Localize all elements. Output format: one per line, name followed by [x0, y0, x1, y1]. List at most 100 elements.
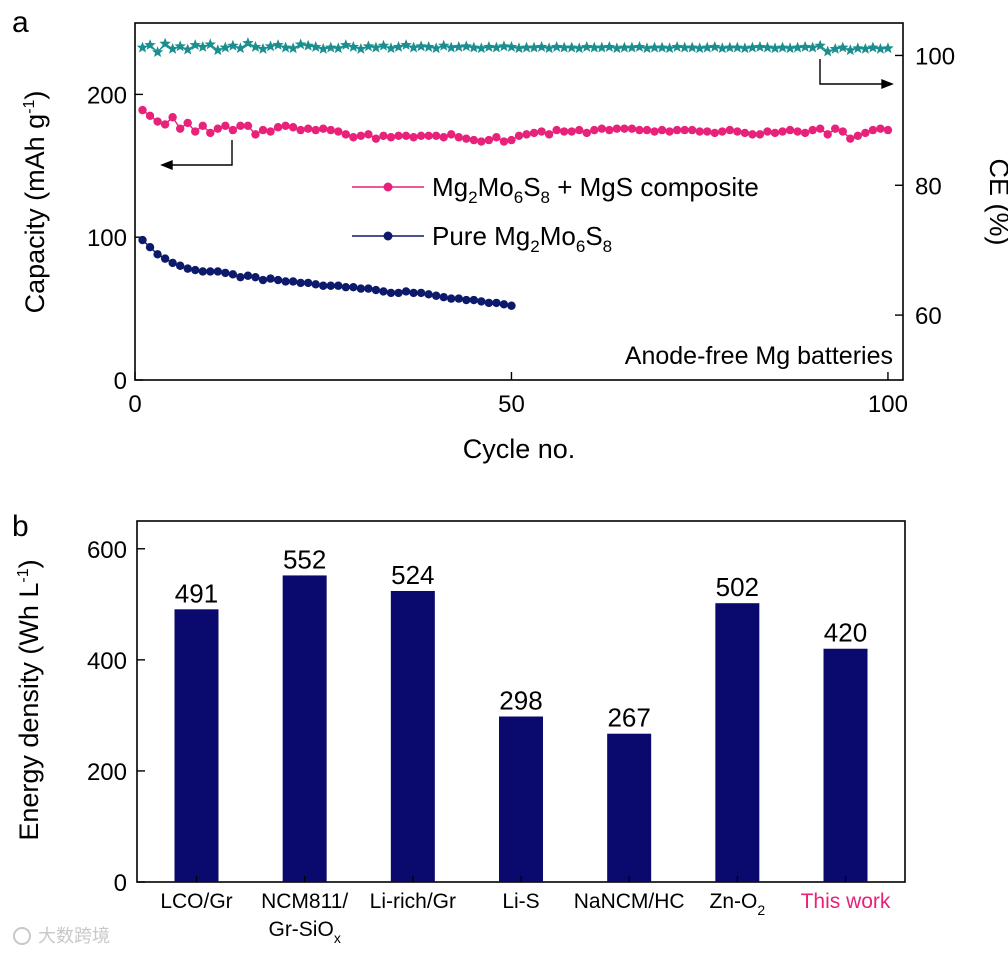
capacity-point-1: [281, 277, 290, 286]
ce-point: [400, 39, 412, 50]
ce-point: [588, 41, 600, 53]
bar-value-label: 502: [716, 572, 759, 602]
capacity-point-1: [251, 272, 260, 282]
chart-a-y2tick-label: 60: [915, 303, 942, 330]
capacity-point-0: [273, 123, 283, 132]
capacity-point-1: [439, 292, 448, 302]
ce-point: [234, 42, 247, 54]
capacity-point-0: [605, 125, 614, 135]
category-label: LCO/Gr: [160, 890, 232, 913]
ce-point: [370, 41, 382, 53]
capacity-point-1: [431, 291, 441, 300]
capacity-point-0: [823, 130, 832, 139]
ce-point: [867, 41, 879, 53]
ce-point: [724, 41, 736, 53]
capacity-point-1: [243, 271, 253, 280]
capacity-point-0: [281, 121, 290, 131]
ce-point: [686, 41, 698, 53]
capacity-point-0: [815, 124, 825, 133]
capacity-point-0: [703, 127, 712, 136]
capacity-point-1: [424, 290, 433, 299]
chart-a-annotation: Anode-free Mg batteries: [625, 342, 893, 370]
capacity-point-1: [198, 267, 207, 276]
capacity-point-0: [778, 127, 787, 136]
capacity-point-0: [710, 128, 719, 138]
chart-a-xlabel: Cycle no.: [463, 434, 576, 464]
capacity-point-0: [590, 125, 599, 135]
ce-point: [641, 42, 653, 54]
bar-1: [282, 575, 327, 882]
capacity-point-0: [846, 134, 855, 143]
capacity-point-1: [296, 278, 305, 288]
chart-a-xtick-label: 50: [498, 391, 525, 418]
capacity-point-0: [213, 124, 223, 133]
capacity-point-1: [258, 275, 268, 285]
ce-point: [535, 41, 548, 52]
legend-entry-composite: Mg2Mo6S8 + MgS composite: [352, 172, 759, 207]
ce-point: [663, 42, 676, 54]
capacity-point-0: [145, 111, 155, 121]
capacity-point-0: [597, 124, 607, 133]
capacity-point-1: [145, 242, 155, 252]
chart-a-plot-frame: [134, 22, 904, 381]
capacity-point-0: [755, 130, 765, 139]
ce-point: [550, 41, 563, 52]
ce-point: [445, 41, 457, 53]
ce-point: [837, 41, 849, 53]
capacity-point-0: [620, 124, 629, 133]
chart-b-ylabel: Energy density (Wh L-1): [14, 559, 44, 840]
capacity-point-1: [175, 261, 185, 270]
capacity-point-0: [740, 128, 750, 138]
capacity-point-0: [303, 124, 313, 133]
capacity-point-1: [386, 288, 396, 298]
capacity-point-0: [575, 125, 584, 135]
capacity-point-0: [371, 134, 381, 143]
bar-3: [499, 716, 543, 882]
capacity-point-0: [221, 121, 230, 131]
capacity-point-0: [672, 125, 682, 135]
capacity-point-0: [507, 135, 516, 145]
capacity-point-0: [206, 128, 215, 138]
ce-point: [754, 41, 766, 52]
capacity-point-0: [439, 133, 448, 142]
chart-a-y2label: CE (%): [984, 159, 1008, 246]
capacity-point-0: [876, 124, 885, 133]
capacity-point-0: [793, 127, 802, 136]
capacity-point-1: [206, 267, 215, 276]
ce-point: [483, 41, 495, 52]
capacity-point-0: [718, 127, 727, 136]
capacity-point-1: [394, 288, 403, 298]
capacity-point-0: [401, 131, 411, 141]
ce-point: [475, 42, 488, 54]
category-label: Gr-SiOx: [268, 918, 340, 946]
capacity-point-1: [409, 288, 418, 298]
ce-point: [731, 41, 744, 53]
ce-point: [671, 41, 683, 52]
ce-point: [197, 41, 209, 52]
capacity-point-0: [191, 127, 200, 136]
ce-point: [151, 46, 164, 58]
ce-point: [596, 41, 608, 53]
capacity-point-0: [567, 127, 576, 136]
ce-point: [701, 41, 713, 53]
capacity-point-1: [349, 282, 358, 292]
capacity-point-0: [861, 128, 870, 138]
ce-point: [340, 39, 352, 50]
capacity-point-1: [492, 298, 501, 308]
capacity-point-0: [386, 133, 396, 142]
ce-point: [874, 42, 887, 54]
capacity-point-0: [394, 131, 403, 141]
ce-point: [166, 42, 179, 54]
right-axis-arrow: [819, 59, 894, 90]
capacity-point-0: [175, 124, 185, 133]
ce-point: [264, 40, 277, 52]
capacity-point-1: [266, 274, 275, 283]
ce-point: [791, 41, 804, 53]
capacity-point-0: [687, 125, 697, 135]
ce-point: [505, 41, 518, 52]
capacity-point-1: [484, 298, 494, 308]
capacity-point-0: [258, 125, 268, 135]
bar-2: [390, 590, 435, 882]
ce-point: [204, 38, 216, 50]
capacity-point-0: [763, 127, 772, 136]
